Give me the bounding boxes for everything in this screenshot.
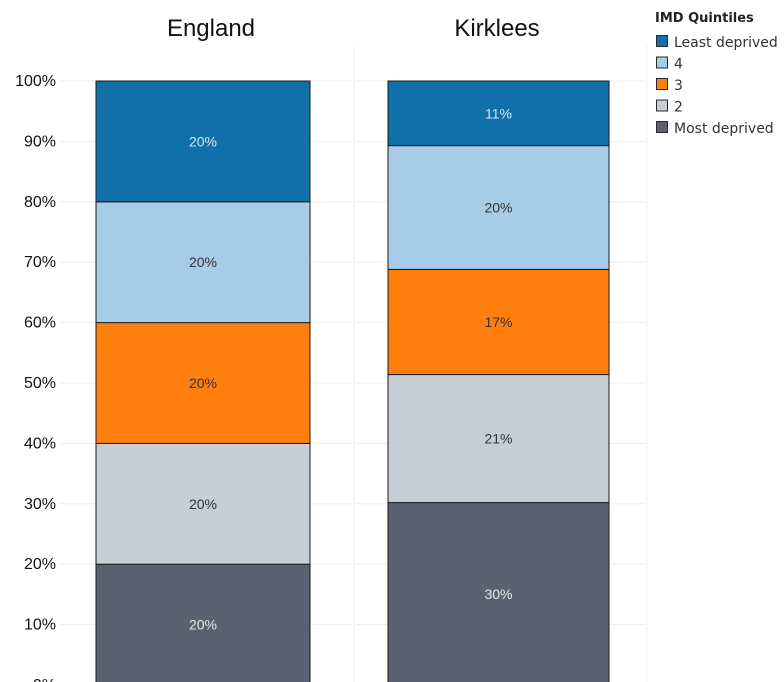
panel-titles: England Kirklees xyxy=(167,15,540,42)
legend-swatch xyxy=(656,35,668,47)
legend-item-label: 4 xyxy=(674,57,683,73)
y-tick-label: 90% xyxy=(24,133,56,150)
legend-swatch xyxy=(656,99,668,112)
legend-swatch xyxy=(656,78,668,90)
bar-segment xyxy=(95,563,311,682)
bar-segment xyxy=(387,268,610,376)
legend-title: IMD Quintiles xyxy=(655,11,754,26)
legend-item-label: Least deprived xyxy=(674,35,778,51)
panel-title-kirklees: Kirklees xyxy=(454,15,539,42)
y-tick-label: 20% xyxy=(24,556,56,573)
bar-segment xyxy=(95,442,311,565)
bar-segment xyxy=(95,322,311,444)
legend-swatch xyxy=(656,121,668,133)
y-axis: 0% 10% 20% 30% 40% 50% 60% 70% 80% 90% 100% xyxy=(15,73,56,682)
bar-segment xyxy=(387,374,610,504)
data-label: 20% xyxy=(189,133,217,149)
data-label: 20% xyxy=(189,375,217,391)
panel-title-england: England xyxy=(167,15,255,42)
y-tick-label: 70% xyxy=(24,254,56,271)
data-label: 21% xyxy=(484,431,512,447)
legend-swatch xyxy=(656,56,668,69)
data-label: 20% xyxy=(189,254,217,270)
y-tick-label: 30% xyxy=(24,496,56,513)
bar-segment xyxy=(387,80,610,147)
data-label: 20% xyxy=(189,496,217,512)
y-tick-label: 60% xyxy=(24,315,56,332)
legend-item-label: 2 xyxy=(674,100,683,116)
data-label: 11% xyxy=(485,105,512,121)
bar-segment xyxy=(95,80,311,203)
y-tick-label: 0% xyxy=(33,677,56,682)
legend: IMD Quintiles Least deprived 4 3 2 Most depri… xyxy=(655,11,778,137)
y-tick-label: 80% xyxy=(24,194,56,211)
bar-segment xyxy=(387,145,610,270)
y-tick-label: 10% xyxy=(24,617,56,634)
bar-segment xyxy=(95,201,311,324)
legend-item-label: 3 xyxy=(674,78,683,94)
y-tick-label: 40% xyxy=(24,435,56,452)
legend-item-label: Most deprived xyxy=(674,121,774,137)
data-label: 17% xyxy=(484,314,512,330)
data-label: 20% xyxy=(189,617,217,633)
y-tick-label: 50% xyxy=(24,375,56,392)
y-tick-label: 100% xyxy=(15,73,56,90)
bar-segment xyxy=(387,502,610,682)
data-label: 20% xyxy=(484,200,512,216)
data-label: 30% xyxy=(484,586,512,602)
bars: 20% 20% 20% 20% 20% 30% 21% 17% 20% 11% xyxy=(95,80,610,682)
